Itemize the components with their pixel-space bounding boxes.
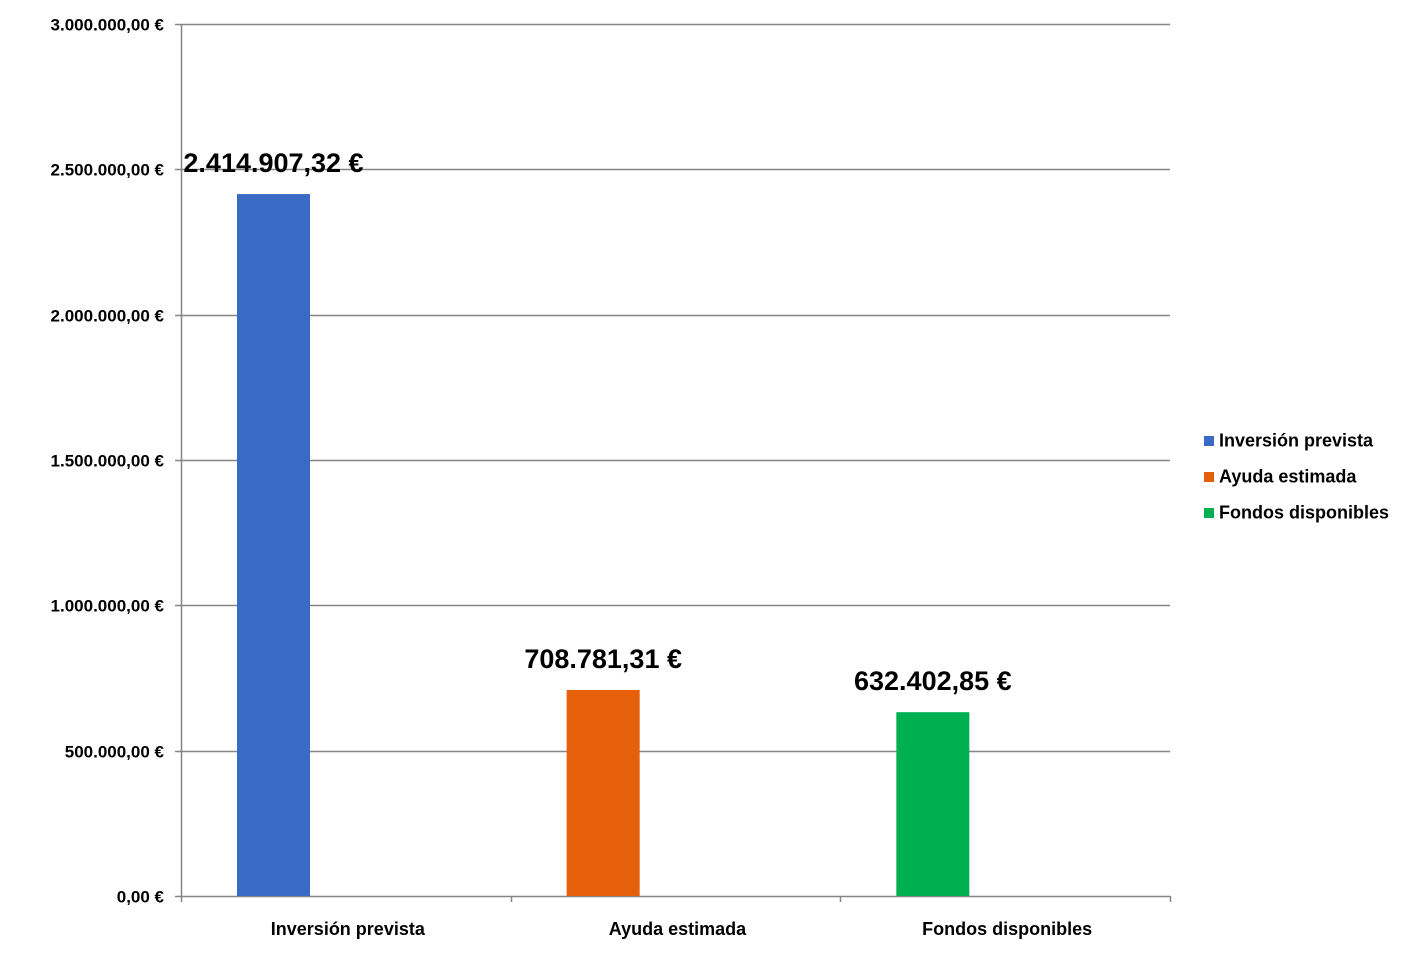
bars	[237, 194, 970, 896]
y-tick-label: 3.000.000,00 €	[51, 16, 165, 35]
bar-value-label: 632.402,85 €	[854, 666, 1012, 696]
bar-value-label: 708.781,31 €	[524, 644, 682, 674]
bar-0	[237, 194, 310, 896]
legend-swatch	[1204, 436, 1214, 446]
bar-1	[566, 689, 640, 896]
legend-label: Inversión prevista	[1219, 431, 1374, 451]
legend-swatch	[1204, 472, 1214, 482]
y-tick-label: 0,00 €	[117, 888, 165, 907]
y-tick-label: 500.000,00 €	[65, 743, 165, 762]
legend-label: Fondos disponibles	[1219, 503, 1389, 523]
y-tick-label: 1.500.000,00 €	[51, 452, 165, 471]
bar-2	[896, 712, 970, 896]
bar-value-label: 2.414.907,32 €	[183, 148, 363, 178]
y-tick-label: 2.000.000,00 €	[51, 307, 165, 326]
y-tick-label: 1.000.000,00 €	[51, 597, 165, 616]
y-tick-label: 2.500.000,00 €	[51, 161, 165, 180]
data-labels: 2.414.907,32 € 708.781,31 € 632.402,85 €	[183, 148, 1011, 696]
legend-label: Ayuda estimada	[1219, 467, 1357, 487]
x-category-label: Fondos disponibles	[922, 919, 1092, 939]
gridlines	[181, 23, 1170, 753]
legend-swatch	[1204, 508, 1214, 518]
legend: Inversión prevista Ayuda estimada Fondos d…	[1204, 431, 1389, 523]
axes: 0,00 € 500.000,00 € 1.000.000,00 € 1.500.00…	[51, 16, 1172, 939]
x-category-label: Ayuda estimada	[609, 919, 747, 939]
x-category-label: Inversión prevista	[271, 919, 426, 939]
